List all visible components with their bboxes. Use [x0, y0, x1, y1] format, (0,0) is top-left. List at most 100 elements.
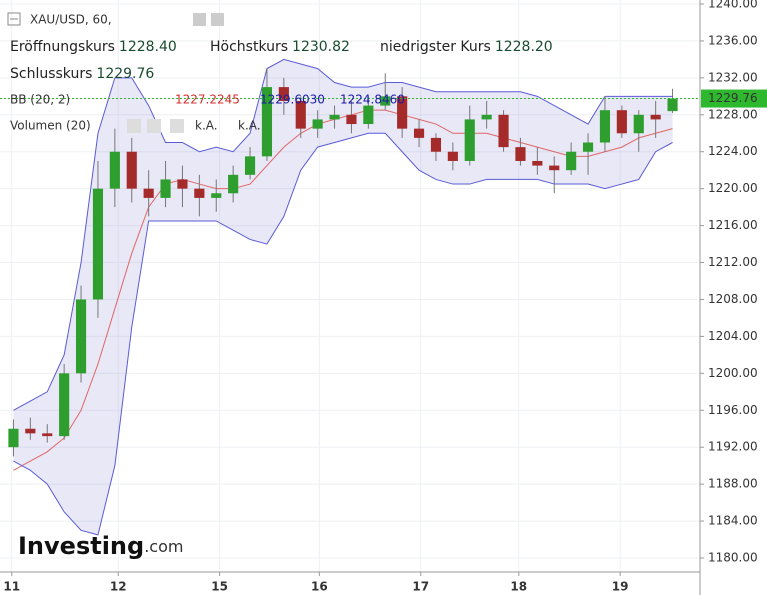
y-tick-label: 1240.00: [708, 0, 758, 11]
candle-body: [346, 114, 357, 125]
candle-body: [447, 151, 458, 161]
y-tick-label: 1204.00: [708, 329, 758, 343]
watermark: Investing.com: [18, 532, 183, 560]
candle-body: [25, 428, 36, 434]
candle-body: [126, 151, 137, 189]
collapse-icon: [7, 12, 21, 26]
candle-body: [109, 151, 120, 189]
candle-body: [397, 96, 408, 129]
candle-body: [413, 128, 425, 138]
candle-body: [430, 137, 442, 152]
band-area: [13, 59, 673, 535]
y-tick-label: 1208.00: [708, 292, 758, 306]
candle-body: [633, 114, 644, 134]
candle-body: [616, 110, 627, 134]
bb-value: 1227.2245: [175, 93, 240, 107]
settings-icon: [193, 13, 206, 26]
bollinger-bands: [13, 58, 673, 536]
header-label: niedrigster Kurs: [380, 39, 491, 55]
y-tick-label: 1236.00: [708, 33, 758, 47]
x-tick-label: 19: [612, 580, 629, 594]
header-item: Eröffnungskurs 1228.40: [10, 39, 177, 55]
candle-body: [667, 98, 678, 112]
volume-value: k.A.: [195, 119, 218, 133]
candle-body: [295, 100, 306, 129]
y-tick-label: 1192.00: [708, 440, 758, 454]
header-label: Eröffnungskurs: [10, 39, 115, 55]
candle-body: [261, 87, 273, 157]
candle-body: [194, 188, 205, 198]
x-tick-label: 16: [311, 580, 328, 594]
header-label: Höchstkurs: [210, 39, 288, 55]
watermark-suffix: .com: [144, 537, 183, 556]
header-item: Schlusskurs 1229.76: [10, 66, 154, 82]
volume-label: Volumen (20): [10, 119, 91, 133]
y-tick-label: 1224.00: [708, 144, 758, 158]
candle-body: [329, 114, 340, 120]
candle-body: [464, 119, 475, 161]
candle-body: [92, 188, 104, 300]
header-value: 1228.40: [119, 39, 177, 55]
bb-value: 1224.8460: [340, 93, 405, 107]
settings-icon: [211, 13, 224, 26]
candle-body: [599, 110, 611, 143]
header-value: 1230.82: [292, 39, 350, 55]
last-price-box: [701, 89, 767, 108]
candles: [8, 68, 678, 457]
y-tick-label: 1212.00: [708, 255, 758, 269]
chart-title: XAU/USD, 60,: [30, 13, 112, 27]
y-tick-label: 1184.00: [708, 514, 758, 528]
band-line: [13, 109, 673, 471]
candle-body: [211, 193, 222, 198]
header-label: Schlusskurs: [10, 66, 92, 82]
candle-body: [582, 142, 594, 152]
candle-body: [549, 165, 560, 171]
candle-body: [244, 156, 256, 175]
candle-body: [363, 105, 374, 125]
candle-body: [228, 174, 239, 194]
watermark-main: Investing: [18, 532, 144, 560]
candle-body: [177, 179, 188, 189]
candle-body: [59, 373, 70, 437]
candle-body: [566, 151, 577, 171]
y-tick-label: 1196.00: [708, 403, 758, 417]
header-value: 1229.76: [96, 66, 154, 82]
bb-value: 1229.6030: [260, 93, 325, 107]
candle-body: [75, 299, 87, 374]
candle-body: [278, 87, 289, 101]
candle-body: [481, 114, 492, 120]
candle-body: [650, 114, 661, 120]
y-tick-label: 1220.00: [708, 181, 758, 195]
overlay: 1229.76 XAU/USD, 60, Eröffnungskurs 1228.40…: [0, 12, 767, 560]
header-value: 1228.20: [495, 39, 553, 55]
x-tick-label: 15: [211, 580, 228, 594]
x-tick-label: 12: [110, 580, 127, 594]
settings-icon: [147, 119, 161, 133]
header-item: niedrigster Kurs 1228.20: [380, 39, 553, 55]
candle-body: [160, 179, 171, 198]
x-tick-label: 17: [412, 580, 429, 594]
candle-body: [8, 428, 19, 448]
bb-label: BB (20, 2): [10, 93, 70, 107]
candle-body: [515, 147, 526, 161]
candle-body: [532, 160, 543, 166]
volume-value: k.A.: [238, 119, 261, 133]
x-tick-label: 18: [510, 580, 527, 594]
header-item: Höchstkurs 1230.82: [210, 39, 350, 55]
band-line: [13, 132, 673, 536]
band-line: [13, 58, 673, 411]
x-tick-label: 11: [3, 580, 20, 594]
settings-icon: [170, 119, 184, 133]
y-tick-label: 1180.00: [708, 551, 758, 565]
settings-icon: [127, 119, 141, 133]
candle-body: [143, 188, 154, 198]
y-tick-label: 1228.00: [708, 107, 758, 121]
candle-body: [312, 119, 323, 129]
candle-body: [380, 96, 391, 106]
y-tick-label: 1188.00: [708, 477, 758, 491]
y-tick-label: 1232.00: [708, 70, 758, 84]
y-tick-label: 1216.00: [708, 218, 758, 232]
y-tick-label: 1200.00: [708, 366, 758, 380]
